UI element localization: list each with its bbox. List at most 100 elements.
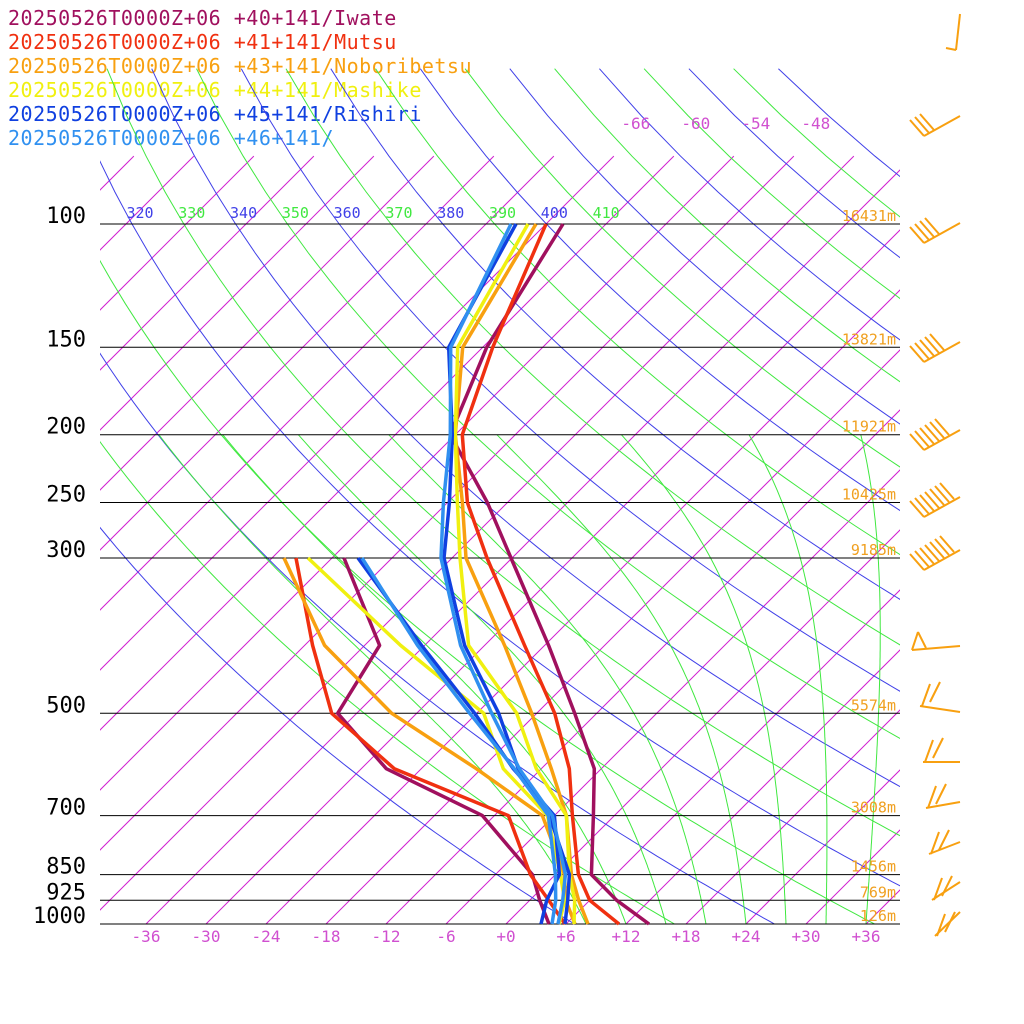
isotherm-line bbox=[325, 349, 900, 924]
pressure-label: 925 bbox=[46, 880, 86, 905]
dry-adiabat-line bbox=[285, 68, 900, 646]
isotherm-line bbox=[100, 155, 375, 431]
temperature-line-46-141 bbox=[439, 223, 568, 925]
dewpoint-line-noboribetsu bbox=[282, 557, 577, 925]
legend-entry-mutsu: 20250526T0000Z+06 +41+141/Mutsu bbox=[8, 30, 397, 54]
height-label: 10425m bbox=[842, 486, 896, 504]
height-label: 11921m bbox=[842, 418, 896, 436]
pressure-label: 700 bbox=[46, 796, 86, 821]
isotherm-line bbox=[926, 156, 1024, 924]
x-tick-label: -12 bbox=[372, 927, 401, 946]
isotherm-line bbox=[805, 829, 900, 924]
x-tick-label: -24 bbox=[252, 927, 281, 946]
x-tick-label: +18 bbox=[672, 927, 701, 946]
dry-adiabat-line bbox=[643, 68, 900, 300]
x-tick-label: +6 bbox=[556, 927, 575, 946]
temperature-axis: -36 -30 -24 -18 -12 -6 +0 +6 +12 +18 +24 +30 +36 -66 -… bbox=[126, 114, 880, 946]
wind-barb bbox=[925, 783, 961, 809]
height-label: 3008m bbox=[851, 799, 896, 817]
dry-adiabat-line bbox=[106, 68, 900, 837]
isotherm-line bbox=[0, 156, 14, 924]
pressure-label: 300 bbox=[46, 538, 86, 563]
wind-barb bbox=[931, 875, 961, 901]
isotherm-line bbox=[100, 155, 435, 491]
dry-adiabat-line bbox=[100, 259, 875, 924]
x-tick-label: -30 bbox=[192, 927, 221, 946]
theta-label: 330 bbox=[178, 204, 205, 222]
theta-label: 390 bbox=[489, 204, 516, 222]
x-tick-label: +24 bbox=[732, 927, 761, 946]
pressure-label: 100 bbox=[46, 204, 86, 229]
isotherm-line bbox=[505, 529, 900, 924]
x-tick-label: -6 bbox=[436, 927, 455, 946]
moist-adiabat-line bbox=[621, 434, 787, 924]
isotherm-label: -48 bbox=[801, 114, 830, 133]
dry-adiabat-line bbox=[419, 68, 900, 512]
theta-label: 350 bbox=[282, 204, 309, 222]
dry-adiabat-line bbox=[196, 68, 900, 740]
isotherm-line bbox=[565, 589, 900, 924]
isotherm-line bbox=[100, 155, 855, 911]
moist-adiabat-line bbox=[222, 434, 627, 924]
wind-barb bbox=[911, 631, 961, 651]
wind-barb bbox=[928, 829, 961, 855]
isotherm-line bbox=[445, 469, 900, 924]
wind-barb bbox=[909, 418, 961, 451]
dry-adiabat-line bbox=[464, 68, 900, 468]
isotherm-line bbox=[100, 155, 315, 371]
height-label: 5574m bbox=[851, 696, 896, 714]
wind-barb bbox=[909, 535, 961, 571]
pressure-label: 150 bbox=[46, 327, 86, 352]
isotherm-line bbox=[100, 155, 195, 251]
dry-adiabat-line bbox=[100, 352, 775, 924]
legend-entry-noboribetsu: 20250526T0000Z+06 +43+141/Noboribetsu bbox=[8, 54, 473, 78]
wind-barb bbox=[909, 333, 961, 363]
isotherm-line bbox=[100, 155, 555, 611]
pressure-label: 850 bbox=[46, 855, 86, 880]
isotherm-label: -66 bbox=[621, 114, 650, 133]
moist-adiabat-line bbox=[748, 434, 828, 924]
x-tick-label: -18 bbox=[312, 927, 341, 946]
isotherm-line bbox=[205, 229, 900, 924]
isotherm-label: -60 bbox=[681, 114, 710, 133]
height-label: 769m bbox=[860, 883, 896, 901]
x-tick-label: +36 bbox=[852, 927, 881, 946]
dewpoint-line-iwate bbox=[335, 557, 551, 925]
wind-barb bbox=[945, 13, 961, 51]
pressure-label: 200 bbox=[46, 415, 86, 440]
isotherm-line bbox=[100, 155, 795, 851]
isotherm-line bbox=[625, 649, 900, 924]
dewpoint-line-mutsu bbox=[294, 557, 567, 925]
height-label: 9185m bbox=[851, 541, 896, 559]
theta-label: 340 bbox=[230, 204, 257, 222]
background-grid bbox=[0, 68, 1024, 924]
theta-label: 370 bbox=[385, 204, 412, 222]
theta-label: 380 bbox=[437, 204, 464, 222]
legend-entry-iwate: 20250526T0000Z+06 +40+141/Iwate bbox=[8, 6, 397, 30]
wind-barb bbox=[923, 737, 960, 763]
wind-barb bbox=[919, 681, 961, 713]
isotherm-line bbox=[265, 289, 900, 924]
sounding-series bbox=[282, 223, 651, 926]
moist-adiabat-line bbox=[860, 434, 881, 924]
theta-label: 410 bbox=[593, 204, 620, 222]
isotherm-line bbox=[100, 155, 735, 791]
pressure-label: 500 bbox=[46, 693, 86, 718]
legend: 20250526T0000Z+06 +40+141/Iwate 20250526… bbox=[8, 6, 472, 150]
x-tick-label: +0 bbox=[496, 927, 515, 946]
isotherm-line bbox=[685, 709, 900, 924]
theta-label: 320 bbox=[126, 204, 153, 222]
isotherm-line bbox=[100, 155, 255, 311]
isotherm-line bbox=[145, 169, 900, 924]
temperature-line-mutsu bbox=[460, 223, 621, 926]
dry-adiabat-line bbox=[240, 68, 900, 692]
x-tick-label: +30 bbox=[792, 927, 821, 946]
wind-barb bbox=[909, 217, 961, 244]
dry-adiabat-line bbox=[100, 440, 675, 924]
legend-entry-rishiri: 20250526T0000Z+06 +45+141/Rishiri bbox=[8, 102, 422, 126]
pressure-label: 1000 bbox=[33, 904, 86, 929]
moist-adiabat-line bbox=[906, 435, 952, 924]
dry-adiabat-line bbox=[375, 68, 900, 556]
